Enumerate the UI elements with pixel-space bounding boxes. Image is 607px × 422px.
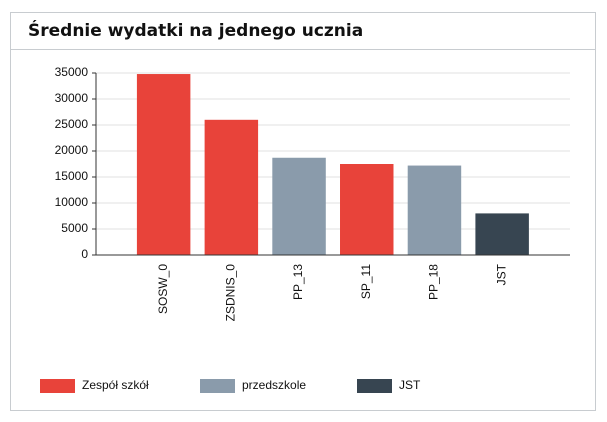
legend-label: przedszkole xyxy=(242,378,306,392)
x-tick-label: PP_13 xyxy=(291,264,305,300)
x-tick-label: PP_18 xyxy=(427,264,441,300)
y-tick-label: 10000 xyxy=(55,195,89,209)
y-tick-label: 35000 xyxy=(55,65,89,79)
y-tick-label: 15000 xyxy=(55,169,89,183)
x-tick-label: ZSDNIS_0 xyxy=(224,264,238,322)
legend-label: Zespół szkół xyxy=(82,378,149,392)
widget-panel: Średnie wydatki na jednego ucznia xyxy=(10,12,596,411)
legend-label: JST xyxy=(399,378,421,392)
bar xyxy=(340,164,394,255)
bar xyxy=(407,165,462,255)
y-tick-label: 0 xyxy=(81,247,88,261)
title-divider xyxy=(11,49,595,50)
bar xyxy=(475,213,529,255)
legend-swatch xyxy=(357,379,392,393)
bar xyxy=(204,119,259,255)
y-tick-label: 25000 xyxy=(55,117,89,131)
y-tick-label: 30000 xyxy=(55,91,89,105)
bar xyxy=(136,74,191,255)
widget-title: Średnie wydatki na jednego ucznia xyxy=(28,21,364,41)
y-tick-label: 5000 xyxy=(61,221,88,235)
x-tick-label: SOSW_0 xyxy=(156,264,170,314)
x-tick-label: SP_11 xyxy=(359,264,373,299)
bar xyxy=(272,157,326,255)
y-tick-label: 20000 xyxy=(55,143,89,157)
x-tick-label: JST xyxy=(494,263,508,285)
legend-swatch xyxy=(40,379,75,393)
legend-swatch xyxy=(200,379,235,393)
